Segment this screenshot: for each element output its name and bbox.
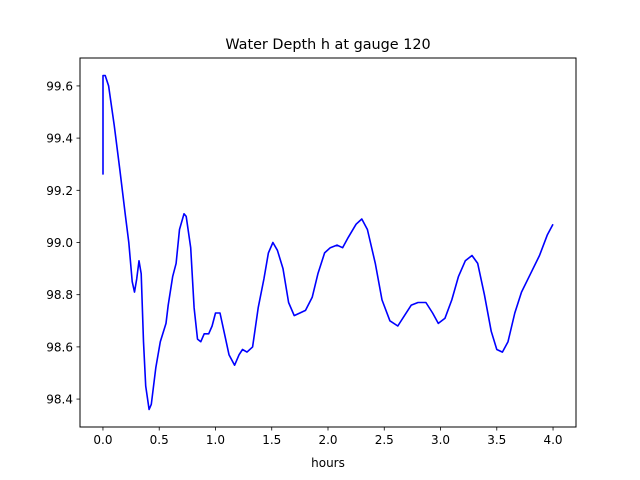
y-tick-label: 99.0 [46,236,73,250]
x-axis: 0.0 0.5 1.0 1.5 2.0 2.5 3.0 3.5 4.0 [93,427,563,447]
y-axis: 98.4 98.6 98.8 99.0 99.2 99.4 99.6 [46,79,80,407]
y-tick-label: 98.6 [46,340,73,354]
x-tick-label: 4.0 [543,433,562,447]
x-tick-label: 1.5 [262,433,281,447]
x-tick-label: 2.0 [318,433,337,447]
x-tick-label: 0.5 [150,433,169,447]
x-tick-label: 2.5 [375,433,394,447]
x-tick-label: 0.0 [93,433,112,447]
y-tick-label: 98.8 [46,288,73,302]
series-line-h [102,74,554,411]
y-tick-label: 99.6 [46,79,73,93]
y-tick-label: 98.4 [46,393,73,407]
x-tick-label: 3.0 [431,433,450,447]
x-tick-label: 3.5 [487,433,506,447]
y-tick-label: 99.2 [46,184,73,198]
y-tick-label: 99.4 [46,132,73,146]
chart-title: Water Depth h at gauge 120 [225,37,430,53]
x-axis-label: hours [311,456,345,470]
x-tick-label: 1.0 [206,433,225,447]
plot-area [102,74,554,411]
axes-frame [79,57,577,428]
